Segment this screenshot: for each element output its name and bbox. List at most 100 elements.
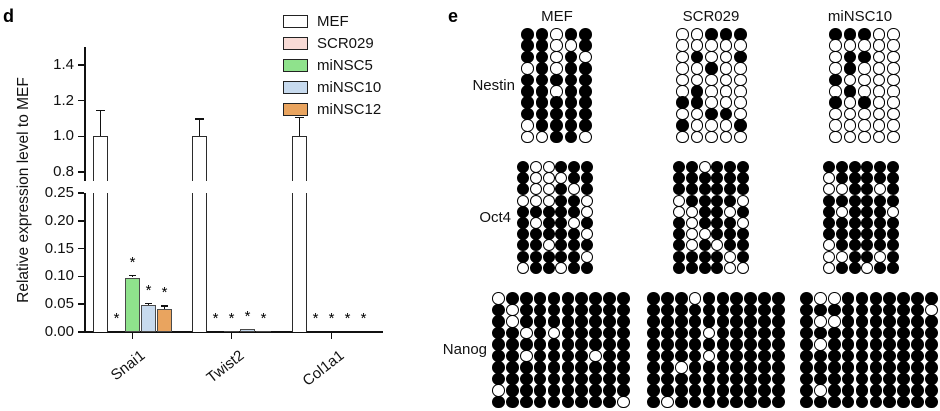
methylated-cpg-dot — [603, 292, 616, 305]
methylated-cpg-dot — [575, 395, 589, 409]
methylated-cpg-dot — [841, 384, 855, 397]
methylated-cpg-dot — [685, 172, 698, 185]
methylated-cpg-dot — [724, 172, 737, 185]
methylated-cpg-dot — [517, 228, 529, 241]
unmethylated-cpg-dot — [813, 292, 827, 305]
methylated-cpg-dot — [911, 395, 924, 409]
methylated-cpg-dot — [855, 292, 869, 305]
unmethylated-cpg-dot — [685, 217, 698, 229]
unmethylated-cpg-dot — [827, 292, 841, 305]
unmethylated-cpg-dot — [521, 130, 534, 144]
methylated-cpg-dot — [730, 292, 744, 305]
legend-item-minsc10: miNSC10 — [283, 76, 381, 98]
methylated-cpg-dot — [869, 395, 883, 409]
methylated-cpg-dot — [581, 217, 593, 229]
error-cap-miNSC10-Snai1 — [145, 302, 152, 304]
unmethylated-cpg-dot — [673, 205, 685, 218]
methylated-cpg-dot — [581, 183, 593, 196]
methylated-cpg-dot — [861, 172, 874, 185]
methylated-cpg-dot — [617, 338, 630, 351]
bar-MEF-Snai1-lower — [93, 193, 108, 332]
y-tick — [78, 192, 84, 194]
methylated-cpg-dot — [505, 361, 519, 374]
methylated-cpg-dot — [533, 384, 547, 397]
methylated-cpg-dot — [887, 161, 899, 173]
chart-legend: MEF SCR029 miNSC5 miNSC10 miNSC12 — [283, 10, 381, 120]
bar-miNSC5-Twist2 — [224, 330, 239, 332]
unmethylated-cpg-dot — [555, 172, 568, 185]
methylated-cpg-dot — [716, 395, 730, 409]
methylated-cpg-dot — [673, 250, 685, 263]
methylated-cpg-dot — [848, 217, 861, 229]
unmethylated-cpg-dot — [835, 183, 848, 196]
gene-label-nanog: Nanog — [442, 341, 487, 358]
methylated-cpg-dot — [492, 395, 505, 409]
unmethylated-cpg-dot — [542, 239, 555, 252]
methylated-cpg-dot — [698, 239, 711, 252]
methylated-cpg-dot — [737, 205, 749, 218]
unmethylated-cpg-dot — [529, 194, 542, 207]
methylated-cpg-dot — [841, 292, 855, 305]
unmethylated-cpg-dot — [581, 250, 593, 263]
methylated-cpg-dot — [517, 161, 529, 173]
methylated-cpg-dot — [555, 228, 568, 241]
methylated-cpg-dot — [925, 315, 938, 328]
methylated-cpg-dot — [542, 250, 555, 263]
unmethylated-cpg-dot — [690, 62, 704, 75]
methylated-cpg-dot — [874, 261, 887, 274]
methylated-cpg-dot — [698, 194, 711, 207]
error-bar-MEF-Col1a1 — [298, 116, 301, 137]
methylation-grid-nanog-minsc10 — [800, 292, 939, 409]
methylated-cpg-dot — [561, 315, 575, 328]
methylated-cpg-dot — [744, 361, 758, 374]
unmethylated-cpg-dot — [542, 172, 555, 185]
methylated-cpg-dot — [897, 338, 911, 351]
methylated-cpg-dot — [603, 395, 616, 409]
bar-MEF-Col1a1 — [292, 136, 307, 181]
methylated-cpg-dot — [874, 194, 887, 207]
error-cap-miNSC5-Snai1 — [129, 274, 136, 277]
methylated-cpg-dot — [529, 228, 542, 241]
methylated-cpg-dot — [711, 194, 724, 207]
x-tick — [131, 333, 134, 339]
methylated-cpg-dot — [716, 315, 730, 328]
unmethylated-cpg-dot — [555, 261, 568, 274]
y-tick — [78, 64, 84, 66]
methylated-cpg-dot — [897, 315, 911, 328]
methylated-cpg-dot — [581, 172, 593, 185]
methylated-cpg-dot — [517, 183, 529, 196]
methylated-cpg-dot — [883, 361, 897, 374]
methylated-cpg-dot — [737, 161, 749, 173]
methylated-cpg-dot — [813, 361, 827, 374]
methylated-cpg-dot — [874, 205, 887, 218]
methylated-cpg-dot — [737, 239, 749, 252]
y-tick-label: 0.20 — [44, 211, 74, 229]
unmethylated-cpg-dot — [734, 62, 747, 75]
y-tick — [78, 220, 84, 222]
methylated-cpg-dot — [730, 384, 744, 397]
bar-MEF-Twist2-lower — [192, 193, 207, 332]
methylated-cpg-dot — [575, 338, 589, 351]
methylation-grid-oct4-mef — [517, 161, 594, 275]
significance-asterisk-miNSC5-Snai1: * — [129, 253, 136, 271]
methylated-cpg-dot — [744, 292, 758, 305]
methylated-cpg-dot — [603, 361, 616, 374]
bar-MEF-Twist2 — [192, 136, 207, 181]
unmethylated-cpg-dot — [872, 119, 886, 132]
unmethylated-cpg-dot — [676, 130, 689, 144]
methylated-cpg-dot — [823, 217, 835, 229]
methylated-cpg-dot — [647, 395, 660, 409]
methylated-cpg-dot — [925, 361, 938, 374]
methylated-cpg-dot — [519, 395, 533, 409]
methylated-cpg-dot — [887, 228, 899, 241]
unmethylated-cpg-dot — [861, 261, 874, 274]
y-tick — [78, 247, 84, 250]
methylated-cpg-dot — [555, 239, 568, 252]
methylated-cpg-dot — [698, 183, 711, 196]
methylated-cpg-dot — [698, 217, 711, 229]
error-bar-MEF-Snai1 — [99, 109, 102, 137]
methylated-cpg-dot — [647, 315, 660, 328]
methylated-cpg-dot — [568, 228, 581, 241]
methylated-cpg-dot — [617, 361, 630, 374]
methylation-grid-oct4-scr029 — [673, 161, 750, 275]
